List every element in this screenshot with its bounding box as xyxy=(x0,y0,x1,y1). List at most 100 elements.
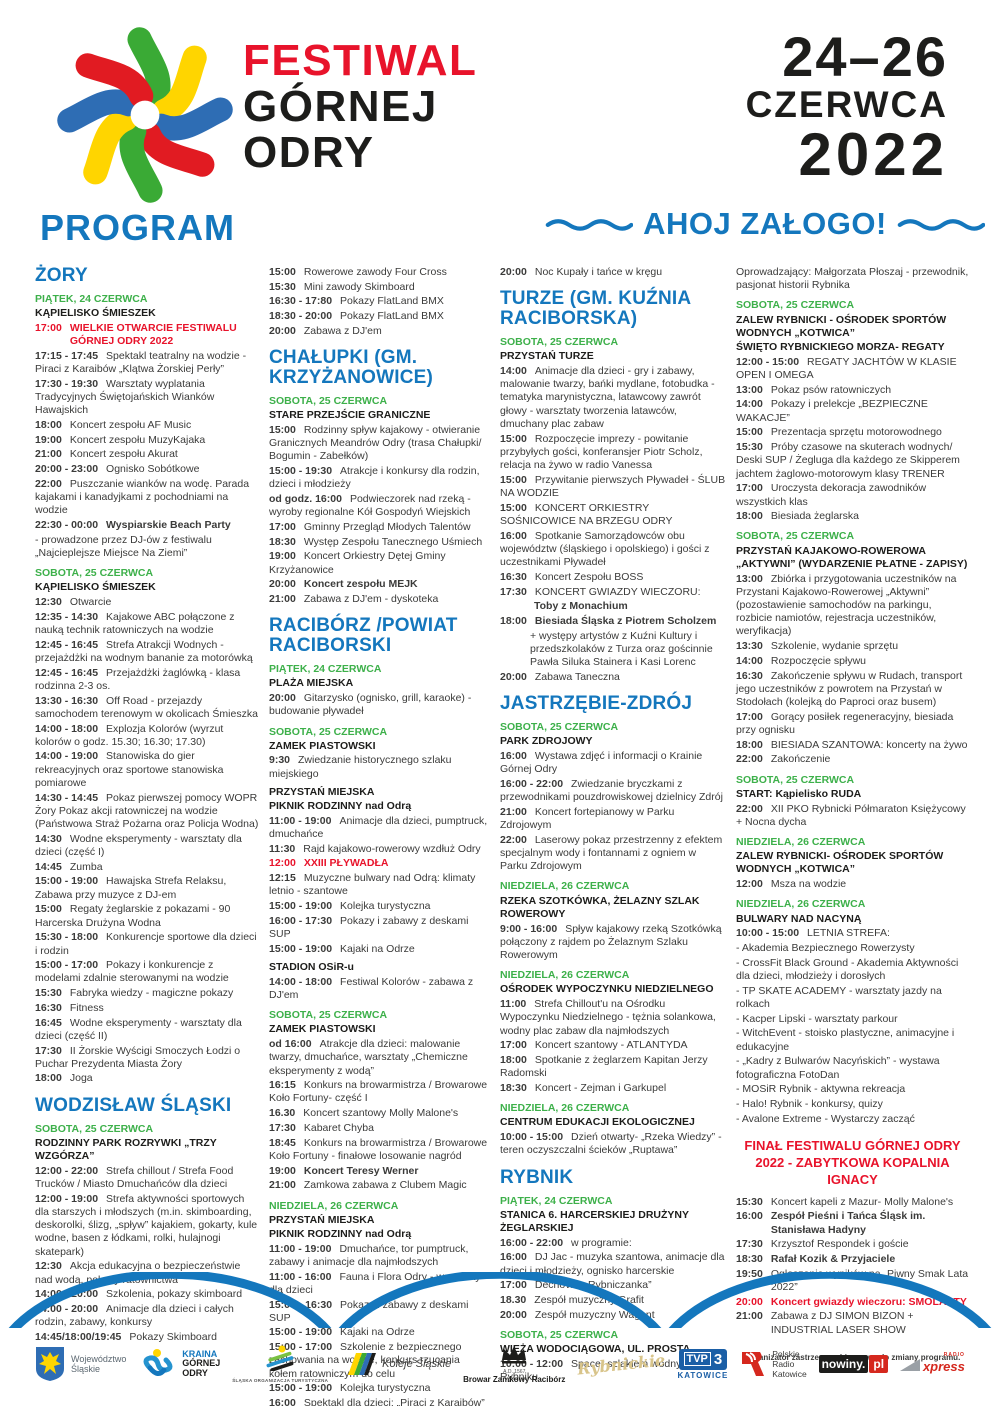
event-time: 16:00 xyxy=(500,749,527,762)
event-text: KONCERT GWIAZDY WIECZORU: xyxy=(534,585,701,598)
section-day-heading: SOBOTA, 25 CZERWCA xyxy=(269,1009,388,1022)
event-time: 13:30 xyxy=(736,640,763,653)
sot-stripes-icon xyxy=(266,1345,294,1372)
program-note: - WitchEvent - stoisko plastyczne, anima… xyxy=(736,1027,955,1053)
event-time: 11:00 - 19:00 xyxy=(269,1242,332,1255)
program-note: - MOSiR Rybnik - aktywna rekreacja xyxy=(736,1083,906,1096)
event-row: 15:00 Rozpoczęcie imprezy - powitanie prz… xyxy=(500,433,726,473)
venue-heading: KĄPIELISKO ŚMIESZEK xyxy=(35,581,156,594)
event-time: 12:00 xyxy=(269,857,296,870)
venue-heading: RZEKA SZOTKÓWKA, ŻELAZNY SZLAK ROWEROWY xyxy=(500,894,700,920)
program-note: - Akademia Bezpiecznego Rowerzysty xyxy=(736,942,915,955)
event-text: XXIII PŁYWADŁA xyxy=(303,857,389,870)
event-row: 17:00 Uroczysta dekoracja zawodników wszy… xyxy=(736,482,969,508)
event-row: 15:00 - 17:00 Pokazy i konkurencje z mode… xyxy=(35,959,259,985)
event-row: 15:00 Rodzinny spływ kajakowy - otwierani… xyxy=(269,424,490,464)
section-day-heading: SOBOTA, 25 CZERWCA xyxy=(500,1328,619,1341)
venue-heading: PLAŻA MIEJSKA xyxy=(269,677,354,690)
event-time: 22:00 xyxy=(736,802,763,815)
event-row: 16:00 - 17:30 Pokazy i zabawy z deskami S… xyxy=(269,915,490,941)
polskie-radio-icon xyxy=(742,1352,765,1376)
event-text: Wodne eksperymenty - warsztaty dla dziec… xyxy=(35,832,242,858)
event-time: 19:00 xyxy=(269,1164,296,1177)
section-day-heading: SOBOTA, 25 CZERWCA xyxy=(35,567,154,580)
event-text: Pokazy Skimboard xyxy=(129,1330,217,1343)
event-row: 13:00 Pokaz psów ratowniczych xyxy=(736,384,969,397)
section-day-heading: SOBOTA, 25 CZERWCA xyxy=(35,1122,154,1135)
section-day-heading: NIEDZIELA, 26 CZERWCA xyxy=(736,836,866,849)
event-text: Krzysztof Respondek i goście xyxy=(770,1238,909,1251)
event-text: Pokazy FlatLand BMX xyxy=(340,295,444,308)
event-time: 20:00 xyxy=(500,670,527,683)
event-time: 16:30 xyxy=(736,669,763,682)
event-text: Koncert zespołu MEJK xyxy=(303,578,418,591)
logo-nowiny-pl: nowiny. pl xyxy=(818,1355,889,1373)
event-row: 18:45 Konkurs na browarmistrza / Browarow… xyxy=(269,1137,490,1163)
event-time: 17:30 xyxy=(736,1238,763,1251)
event-row: 9:30 Zwiedzanie historycznego szlaku miej… xyxy=(269,754,490,780)
event-text: w programie: xyxy=(571,1236,632,1249)
event-text: Zamkowa zabawa z Clubem Magic xyxy=(303,1179,467,1192)
event-time: 18:00 xyxy=(500,1054,527,1067)
event-text: Zakończenie xyxy=(770,753,831,766)
event-time: 15:00 - 17:00 xyxy=(35,959,99,972)
event-text: Występ Zespołu Tanecznego Uśmiech xyxy=(303,535,483,548)
event-text: Koncert szantowy - ATLANTYDA xyxy=(534,1039,688,1052)
event-row: 18:30 Rafał Kozik & Przyjaciele xyxy=(736,1253,969,1266)
event-time: 15:00 - 19:30 xyxy=(269,465,333,478)
event-row: 21:00 Zabawa z DJ'em - dyskoteka xyxy=(269,593,490,606)
event-text: WIELKIE OTWARCIE FESTIWALU GÓRNEJ ODRY 2… xyxy=(69,321,237,348)
event-row: 22:00 Puszczanie wianków na wodę. Parada … xyxy=(35,478,259,518)
event-row: 17:30 KONCERT GWIAZDY WIECZORU: xyxy=(500,586,726,599)
event-row: 16:00 Wystawa zdjęć i informacji o Kraini… xyxy=(500,750,726,776)
program-column-4: Oprowadzający: Małgorzata Płoszaj - prze… xyxy=(736,266,969,1406)
event-time: od godz. 16:00 xyxy=(269,493,342,505)
event-row: 14:00 Rozpoczęcie spływu xyxy=(736,655,969,668)
section-day-heading: NIEDZIELA, 26 CZERWCA xyxy=(269,1199,399,1212)
event-text: Pokazy i konkurencje z modelami zdalnie … xyxy=(35,959,229,985)
event-text: Koncert zespołu AF Music xyxy=(69,418,192,431)
event-text: Explozja Kolorów (wyrzut kolorów o godz.… xyxy=(35,722,224,748)
event-time: od 16:00 xyxy=(269,1038,312,1051)
event-time: 14:00 - 18:00 xyxy=(35,722,99,735)
event-time: 15:30 xyxy=(736,441,763,454)
event-time: 12:45 - 16:45 xyxy=(35,638,99,651)
event-row: 16.30 Koncert szantowy Molly Malone's xyxy=(269,1107,490,1120)
event-time: 14:00 - 18:00 xyxy=(269,975,333,988)
event-text: KONCERT ORKIESTRY SOŚNICOWICE NA BRZEGU … xyxy=(500,501,673,527)
event-text: Koncert Teresy Werner xyxy=(303,1164,419,1177)
event-time: 17:30 xyxy=(35,1044,62,1057)
event-time: 17:00 xyxy=(500,1039,527,1052)
event-text: Szkolenia, pokazy skimboard xyxy=(106,1288,243,1301)
xpress-label: RADIO xpress xyxy=(922,1352,965,1374)
event-time: 21:00 xyxy=(736,1310,763,1323)
event-row: 17:30 - 19:30 Warsztaty wyplatania Tradyc… xyxy=(35,378,259,418)
event-row: 15:00 Rowerowe zawody Four Cross xyxy=(269,266,490,279)
event-row: 15:30 Mini zawody Skimboard xyxy=(269,281,490,294)
event-text: Podwieczorek nad rzeką - wyroby regional… xyxy=(269,493,471,519)
event-row: 12:00 Msza na wodzie xyxy=(736,878,969,891)
browar-label: Browar Zamkowy Racibórz xyxy=(463,1374,566,1384)
section-day-heading: SOBOTA, 25 CZERWCA xyxy=(269,394,388,407)
event-text: Konkurencje sportowe dla dzieci i rodzin xyxy=(35,931,257,957)
event-time: 20:00 xyxy=(736,1295,763,1308)
event-time: 12:15 xyxy=(269,872,296,885)
event-text: Ognisko Sobótkowe xyxy=(106,463,200,476)
program-note: - prowadzone przez DJ-ów z festiwalu „Na… xyxy=(35,533,212,559)
event-time: 12:00 - 22:00 xyxy=(35,1164,99,1177)
event-row: 12:45 - 16:45 Strefa Atrakcji Wodnych - p… xyxy=(35,639,259,665)
venue-heading: ZALEW RYBNICKI - OŚRODEK SPORTÓW WODNYCH… xyxy=(736,313,947,339)
section-day-heading: NIEDZIELA, 26 CZERWCA xyxy=(736,898,866,911)
event-text: XII PKO Rybnicki Półmaraton Księżycowy +… xyxy=(736,802,966,828)
event-time: 18:00 xyxy=(736,510,763,523)
event-time: 20:00 - 23:00 xyxy=(35,463,99,476)
section-day-heading: PIĄTEK, 24 CZERWCA xyxy=(269,663,382,676)
event-time: 16:00 xyxy=(269,1397,296,1406)
program-note: - Kacper Lipski - warsztaty parkour xyxy=(736,1012,898,1025)
event-time: 17:00 xyxy=(35,321,62,334)
event-row: 12:00 - 22:00 Strefa chillout / Strefa Fo… xyxy=(35,1165,259,1191)
event-row: 20:00 Zabawa z DJ'em xyxy=(269,325,490,338)
event-continuation: + występy artystów z Kuźni Kultury i prz… xyxy=(530,629,713,669)
event-text: Zwiedzanie bryczkami z przewodnikami pou… xyxy=(500,777,723,804)
event-time: 15:00 xyxy=(269,266,296,278)
